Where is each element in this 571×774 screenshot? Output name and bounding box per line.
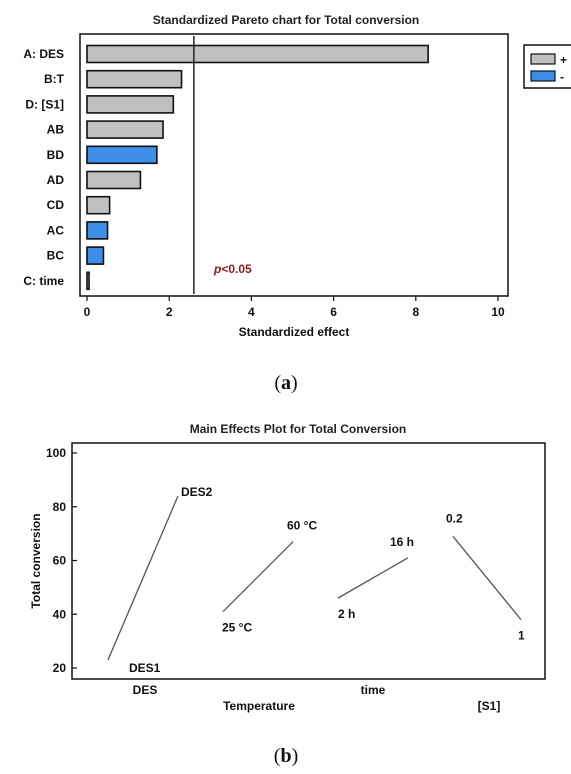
pareto-bars <box>86 44 429 291</box>
factor-name-3: [S1] <box>478 699 501 713</box>
legend-label-negative: - <box>560 70 564 84</box>
bar-8 <box>86 246 105 265</box>
level-label-high-3: 1 <box>518 629 525 643</box>
caption-b-open: ( <box>274 745 281 767</box>
legend-label-positive: + <box>560 53 567 67</box>
caption-b-close: ) <box>292 745 299 767</box>
pareto-x-ticks: 0 2 4 6 8 10 <box>84 296 505 319</box>
threshold-label-p: p <box>213 262 221 276</box>
factor-name-0: DES <box>133 683 158 697</box>
level-label-low-2: 2 h <box>338 607 355 621</box>
category-label-7: AC <box>47 223 65 237</box>
main-effects-plot-area <box>71 442 546 680</box>
panel-a-caption: (a) <box>274 372 297 394</box>
bar-3 <box>86 120 164 139</box>
bar-6 <box>86 195 111 215</box>
y-tick-label-3: 80 <box>53 500 67 514</box>
x-tick-label-4: 8 <box>412 305 419 319</box>
pareto-legend: + - <box>523 44 571 89</box>
threshold-label-value: <0.05 <box>221 262 252 276</box>
category-label-3: AB <box>47 123 65 137</box>
bar-1 <box>86 69 183 89</box>
main-effects-lines: DES1 DES2 25 °C 60 °C 2 h 16 h 0.2 1 <box>107 485 525 675</box>
caption-a-open: ( <box>274 372 281 394</box>
level-label-low-1: 25 °C <box>222 621 252 635</box>
bar-7 <box>86 221 109 240</box>
pareto-chart: Standardized Pareto chart for Total conv… <box>23 13 571 394</box>
main-effects-y-axis-label: Total conversion <box>29 513 43 608</box>
factor-name-1: Temperature <box>223 699 295 713</box>
level-label-low-3: 0.2 <box>446 511 463 525</box>
bar-0 <box>86 44 429 64</box>
x-tick-label-5: 10 <box>491 305 505 319</box>
y-tick-label-2: 60 <box>53 554 67 568</box>
effect-line-2 <box>337 557 409 599</box>
pareto-category-labels: A: DES B:T D: [S1] AB BD AD CD AC BC C: time <box>23 47 64 288</box>
main-effects-title: Main Effects Plot for Total Conversion <box>190 422 406 436</box>
effect-line-3 <box>452 535 522 621</box>
level-label-high-2: 16 h <box>390 535 414 549</box>
main-effects-factor-names: DES Temperature time [S1] <box>133 683 501 713</box>
panel-b-caption: (b) <box>274 745 298 767</box>
caption-a-close: ) <box>291 372 298 394</box>
category-label-6: CD <box>47 198 65 212</box>
threshold-label: p<0.05 <box>213 262 252 276</box>
pareto-title: Standardized Pareto chart for Total conv… <box>153 13 420 27</box>
y-tick-label-1: 40 <box>53 607 67 621</box>
category-label-8: BC <box>47 249 65 263</box>
category-label-5: AD <box>47 173 65 187</box>
legend-swatch-negative <box>530 70 556 82</box>
bar-5 <box>86 170 142 190</box>
main-effects-y-ticks: 20 40 60 80 100 <box>46 446 77 675</box>
effect-line-1 <box>222 541 294 613</box>
category-label-4: BD <box>47 148 65 162</box>
x-tick-label-1: 2 <box>166 305 173 319</box>
bar-2 <box>86 95 175 114</box>
level-label-high-0: DES2 <box>181 485 213 499</box>
category-label-9: C: time <box>23 274 64 288</box>
category-label-0: A: DES <box>23 47 64 61</box>
factor-name-2: time <box>361 683 386 697</box>
y-tick-label-4: 100 <box>46 446 66 460</box>
category-label-2: D: [S1] <box>25 97 64 111</box>
x-tick-label-3: 6 <box>330 305 337 319</box>
category-label-1: B:T <box>44 72 65 86</box>
legend-swatch-positive <box>530 53 556 65</box>
pareto-x-axis-label: Standardized effect <box>239 325 350 339</box>
level-label-low-0: DES1 <box>129 661 161 675</box>
main-effects-chart: Main Effects Plot for Total Conversion 2… <box>29 422 546 767</box>
bar-4 <box>86 145 158 165</box>
y-tick-label-0: 20 <box>53 661 67 675</box>
x-tick-label-2: 4 <box>248 305 255 319</box>
x-tick-label-0: 0 <box>84 305 91 319</box>
bar-9 <box>86 271 90 291</box>
level-label-high-1: 60 °C <box>287 519 317 533</box>
caption-a-letter: a <box>281 372 291 394</box>
effect-line-0 <box>107 495 179 661</box>
caption-b-letter: b <box>280 745 291 767</box>
